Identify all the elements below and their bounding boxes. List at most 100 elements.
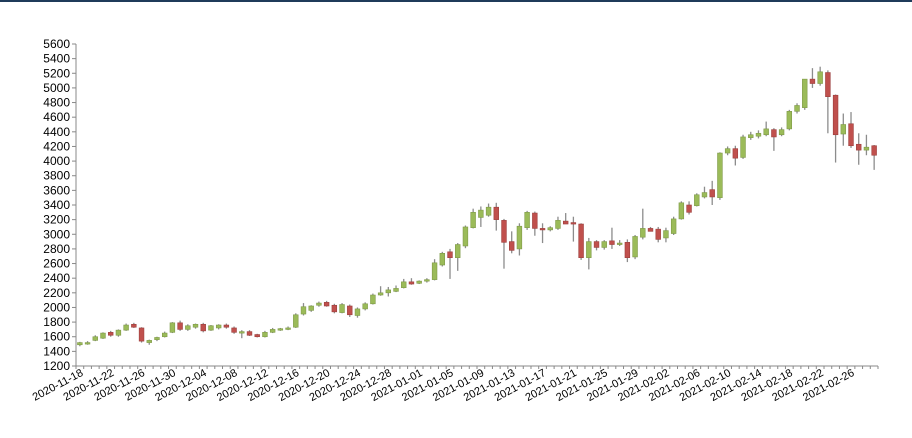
- candles: [77, 66, 877, 347]
- candle-body-down: [331, 304, 338, 313]
- candle-body-up: [215, 324, 222, 329]
- candle-body-down: [254, 334, 260, 338]
- candle-body-up: [339, 304, 345, 313]
- candle-body-down: [624, 242, 631, 258]
- candle-body-up: [786, 111, 793, 130]
- candle-body-up: [370, 294, 376, 305]
- candle-body-up: [663, 230, 669, 239]
- candle-body-up: [431, 262, 438, 280]
- candle-body-up: [701, 192, 708, 198]
- candle-body-down: [871, 145, 877, 156]
- candle-body-down: [832, 94, 839, 136]
- candle-body-up: [123, 324, 129, 331]
- candle-body-up: [192, 323, 199, 328]
- candle-body-down: [246, 331, 253, 336]
- candle-body-up: [285, 327, 291, 330]
- candle-body-up: [154, 337, 160, 340]
- candle-body-down: [532, 212, 538, 229]
- candle-body-down: [447, 251, 453, 258]
- candle-body-down: [732, 148, 739, 159]
- candle-body-up: [455, 244, 461, 258]
- candle-body-down: [825, 72, 831, 97]
- y-tick-label: 3000: [43, 227, 70, 241]
- candle-body-down: [809, 78, 816, 84]
- candle-body-up: [817, 71, 823, 84]
- y-tick-label: 1800: [43, 315, 70, 329]
- y-tick-label: 2000: [43, 300, 70, 314]
- candle-body-up: [863, 146, 870, 151]
- y-tick-label: 5600: [43, 37, 70, 51]
- top-rule: [0, 0, 912, 2]
- candle-body-down: [856, 143, 862, 151]
- candle-body-down: [231, 327, 237, 333]
- candle-body-up: [724, 148, 731, 154]
- candle-body-down: [509, 241, 515, 251]
- candle-body-down: [655, 228, 661, 240]
- candle-body-up: [840, 124, 846, 135]
- candle-body-up: [84, 342, 91, 345]
- candle-body-up: [169, 322, 176, 333]
- y-tick-label: 3600: [43, 183, 70, 197]
- candle-body-down: [493, 206, 499, 220]
- y-tick-label: 2800: [43, 242, 70, 256]
- y-tick-label: 4800: [43, 96, 70, 110]
- y-tick-label: 3800: [43, 169, 70, 183]
- candle-body-up: [424, 279, 430, 282]
- candle-body-down: [539, 228, 546, 231]
- candle-body-down: [609, 240, 615, 245]
- candle-body-down: [848, 123, 854, 147]
- candle-body-up: [586, 241, 592, 258]
- candle-body-down: [771, 129, 777, 138]
- candle-body-up: [208, 325, 214, 331]
- candle-body-down: [709, 189, 715, 198]
- candle-body-down: [647, 228, 654, 232]
- candle-body-up: [478, 209, 484, 218]
- candle-body-down: [323, 302, 330, 307]
- y-tick-label: 3200: [43, 213, 70, 227]
- candle-body-up: [146, 340, 152, 343]
- candle-body-down: [223, 324, 230, 328]
- candle-body-up: [717, 152, 723, 198]
- candle-body-up: [308, 305, 314, 311]
- candle-body-up: [161, 332, 168, 338]
- candle-body-up: [393, 288, 399, 292]
- candle-body-up: [377, 292, 384, 296]
- candle-body-up: [678, 202, 685, 220]
- candle-body-down: [570, 222, 577, 225]
- candle-body-down: [593, 241, 600, 248]
- candle-body-up: [385, 289, 392, 294]
- y-tick-label: 5000: [43, 81, 70, 95]
- y-tick-label: 5200: [43, 66, 70, 80]
- candle-body-up: [694, 194, 700, 207]
- y-tick-label: 2400: [43, 271, 70, 285]
- candle-body-down: [131, 323, 137, 328]
- candle-body-up: [516, 225, 523, 250]
- candle-body-up: [632, 236, 638, 258]
- candle-body-up: [300, 306, 307, 315]
- candle-body-up: [755, 132, 762, 137]
- candle-body-up: [293, 314, 299, 328]
- candle-body-up: [100, 332, 106, 339]
- candle-body-up: [470, 212, 476, 228]
- candle-body-up: [262, 332, 268, 338]
- y-tick-label: 4000: [43, 154, 70, 168]
- y-tick-label: 1200: [43, 359, 70, 373]
- candle-body-up: [77, 342, 83, 346]
- candle-body-down: [578, 223, 584, 258]
- candle-body-up: [115, 329, 122, 336]
- y-axis: 1200140016001800200022002400260028003000…: [43, 37, 77, 373]
- y-tick-label: 3400: [43, 198, 70, 212]
- candle-body-up: [524, 212, 530, 228]
- candle-body-up: [92, 336, 98, 341]
- candle-body-down: [686, 204, 692, 213]
- candle-body-up: [277, 328, 284, 331]
- y-tick-label: 1400: [43, 344, 70, 358]
- y-tick-label: 4200: [43, 139, 70, 153]
- candle-body-up: [185, 325, 191, 330]
- y-tick-label: 4400: [43, 125, 70, 139]
- candle-body-up: [802, 78, 808, 108]
- candle-body-up: [616, 242, 623, 245]
- candle-body-up: [555, 220, 561, 229]
- x-axis: 2020-11-182020-11-222020-11-262020-11-30…: [31, 365, 879, 404]
